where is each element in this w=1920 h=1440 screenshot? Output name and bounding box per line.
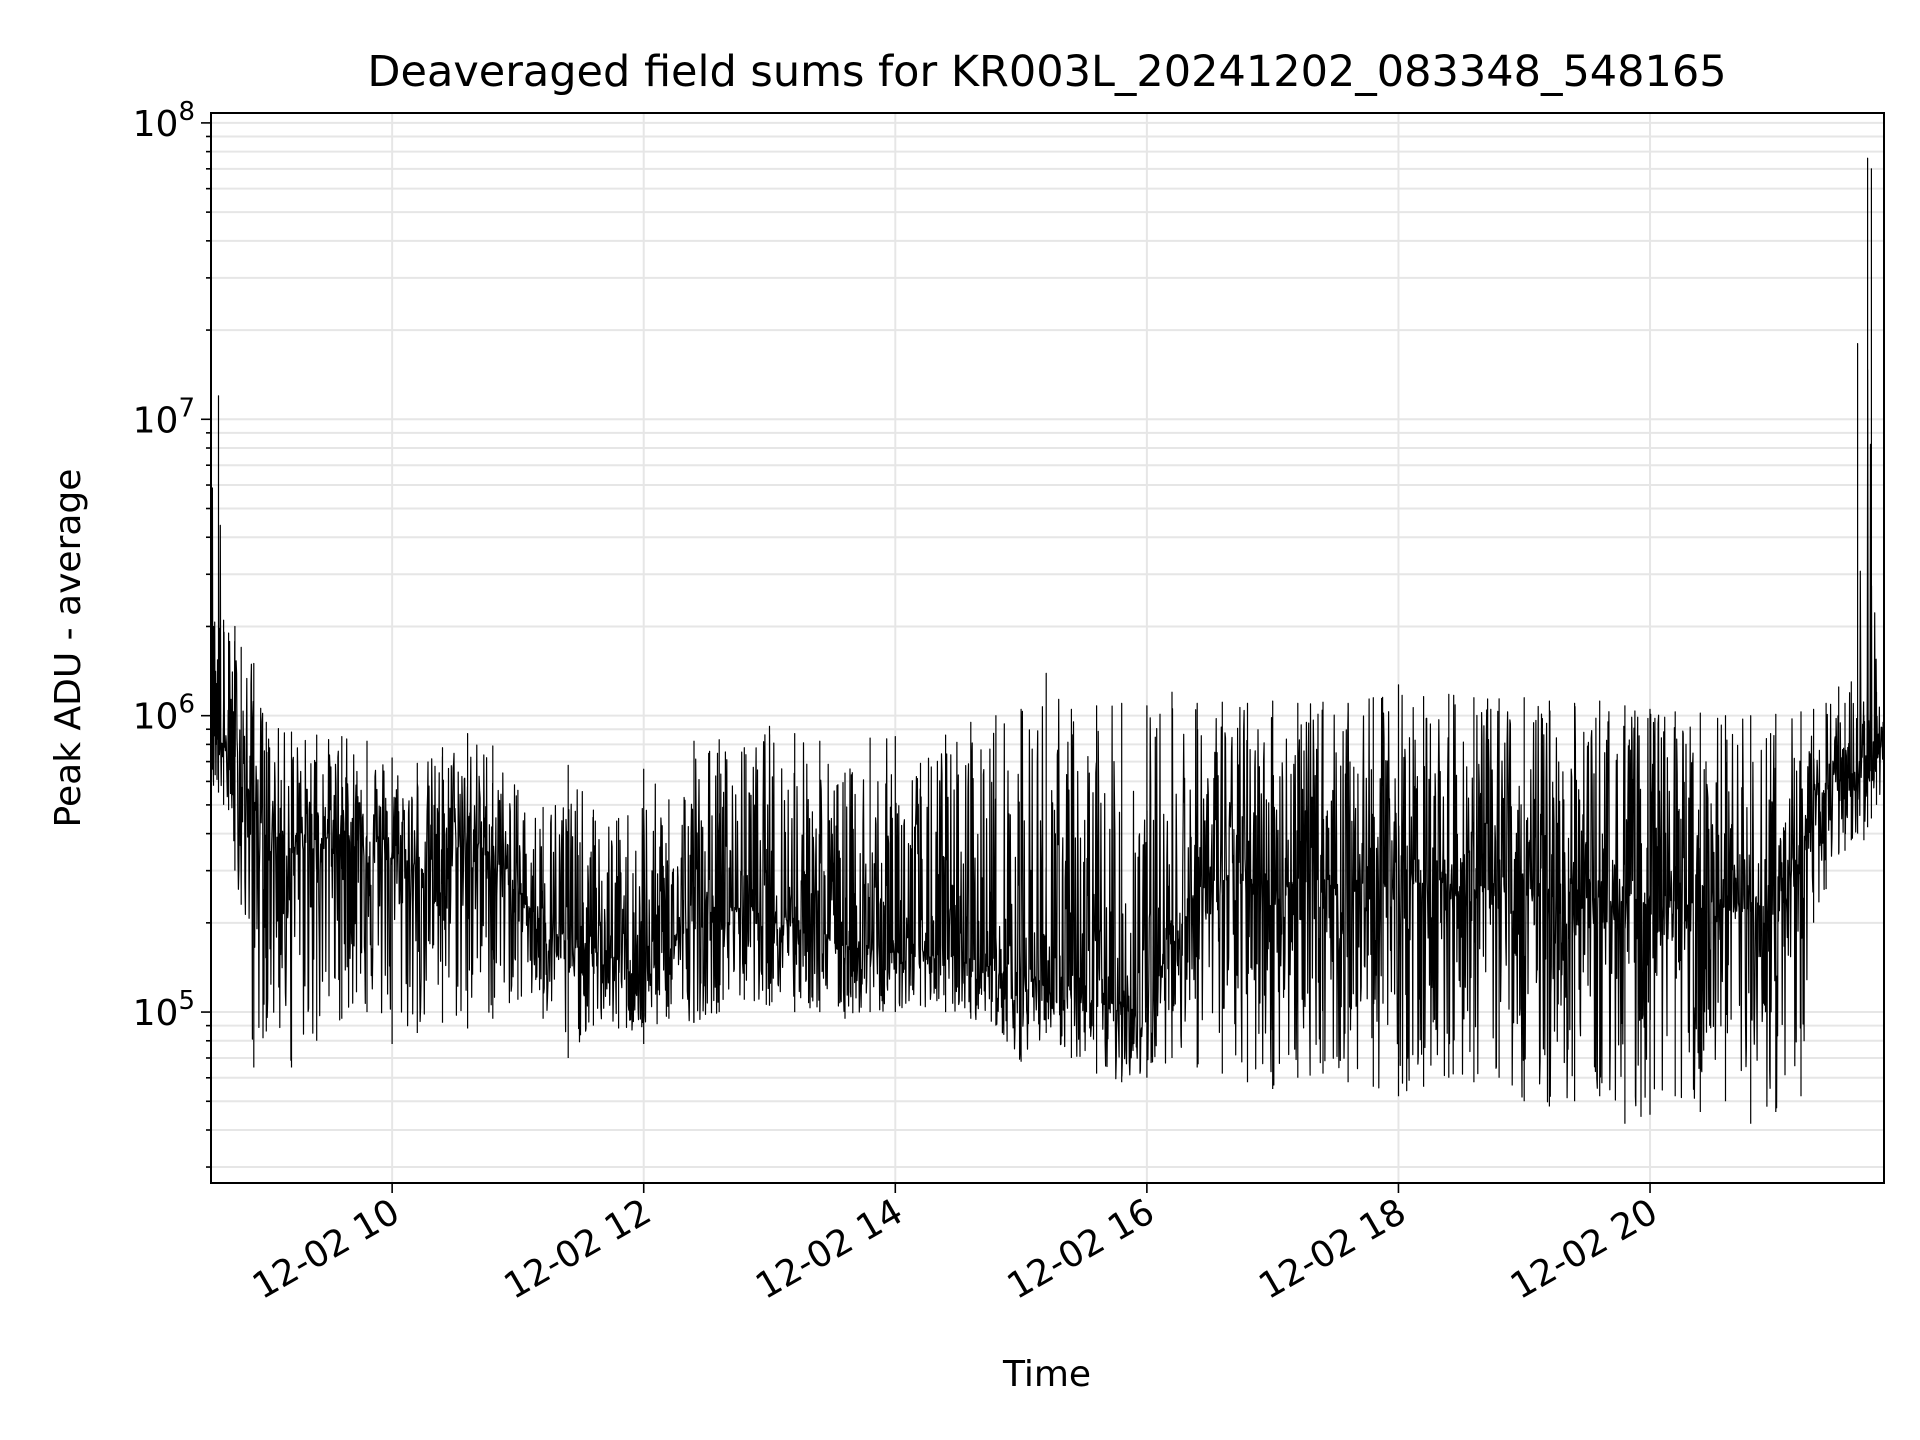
y-tick-base: 10 xyxy=(133,993,179,1034)
y-tick-label: 107 xyxy=(133,393,195,441)
y-tick-label: 105 xyxy=(133,986,195,1034)
plot-frame xyxy=(210,112,1885,1184)
y-tick-exponent: 6 xyxy=(178,690,195,720)
y-tick-base: 10 xyxy=(133,697,179,738)
y-tick-exponent: 8 xyxy=(178,97,195,127)
y-tick-base: 10 xyxy=(133,400,179,441)
y-tick-label: 106 xyxy=(133,690,195,738)
y-tick-base: 10 xyxy=(133,104,179,145)
y-tick-label: 108 xyxy=(133,97,195,145)
y-tick-exponent: 7 xyxy=(178,393,195,423)
x-axis-label: Time xyxy=(1002,1354,1091,1395)
data-series-line xyxy=(211,157,1884,1124)
y-tick-exponent: 5 xyxy=(178,986,195,1016)
chart-title: Deaveraged field sums for KR003L_2024120… xyxy=(367,47,1726,97)
y-axis-label: Peak ADU - average xyxy=(48,469,89,828)
